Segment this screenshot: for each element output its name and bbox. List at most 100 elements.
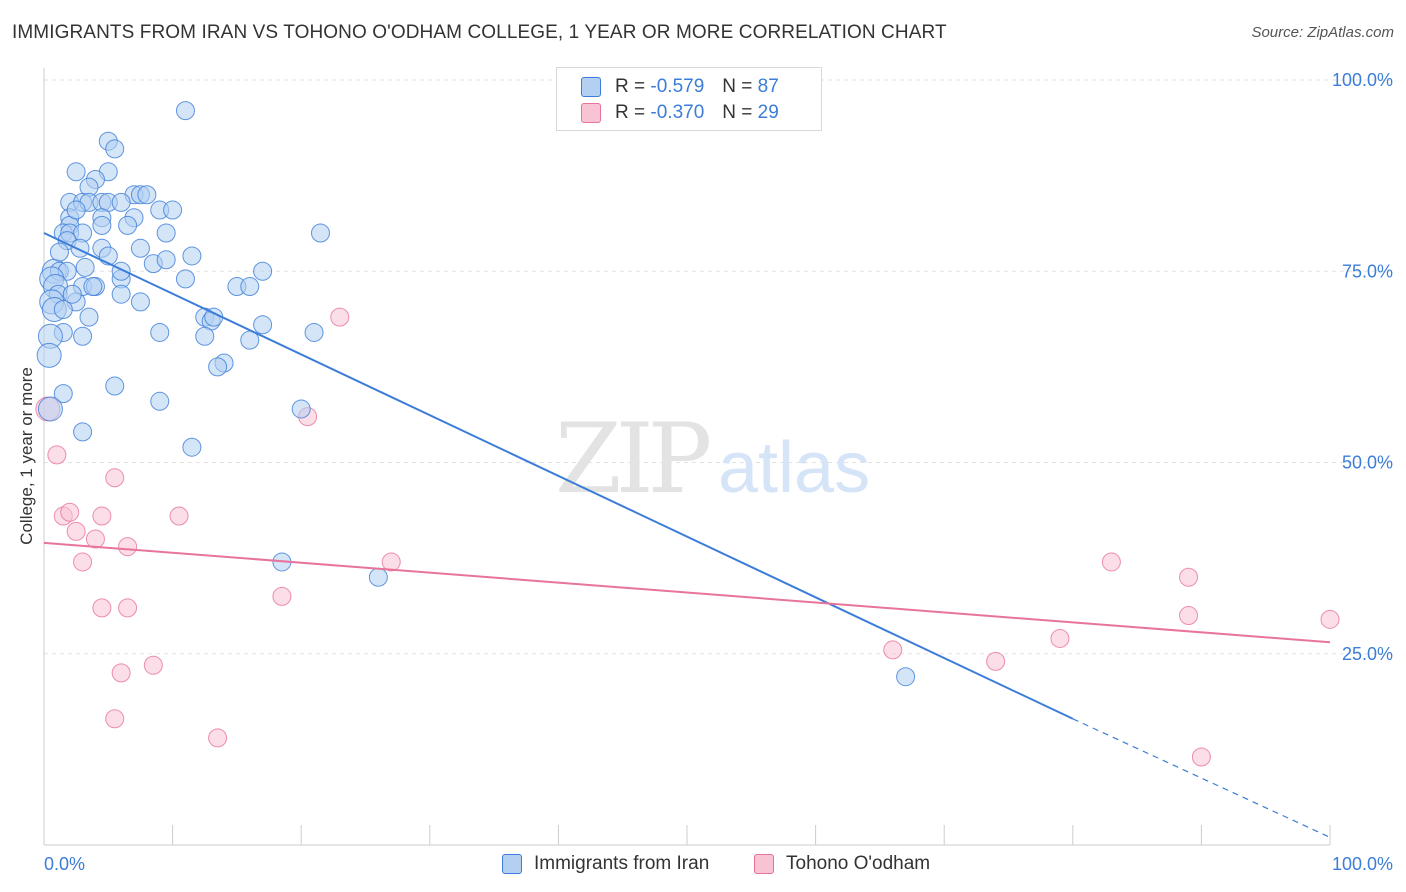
iran-point <box>163 200 183 220</box>
iran-point <box>73 326 93 346</box>
tohono-point <box>118 537 138 557</box>
tohono-point <box>47 445 67 465</box>
iran-trend-line <box>43 232 1074 720</box>
tohono-point <box>208 728 228 748</box>
tohono-point <box>92 506 112 526</box>
tohono-point <box>105 709 125 729</box>
iran-point <box>368 567 388 587</box>
iran-point <box>240 277 260 297</box>
source-credit: Source: ZipAtlas.com <box>1251 24 1394 41</box>
iran-point <box>62 284 82 304</box>
legend-r-label: R = <box>615 102 646 123</box>
legend-label-tohono: Tohono O'odham <box>786 853 931 874</box>
tohono-point <box>1179 567 1199 587</box>
iran-point <box>156 223 176 243</box>
iran-point <box>49 242 69 262</box>
tohono-point <box>143 655 163 675</box>
tohono-point <box>381 552 401 572</box>
iran-point <box>156 250 176 270</box>
iran-point <box>253 261 273 281</box>
tohono-point <box>1179 606 1199 625</box>
iran-point <box>150 322 170 342</box>
iran-point <box>208 357 228 377</box>
tohono-point <box>66 521 86 541</box>
tohono-point <box>169 506 189 526</box>
y-tick-label: 75.0% <box>1342 261 1393 281</box>
tohono-point <box>1191 747 1211 767</box>
iran-trend-extension <box>1072 718 1331 838</box>
tohono-point <box>105 468 125 488</box>
iran-point <box>53 384 73 404</box>
watermark-zip: ZIP <box>555 403 710 515</box>
y-tick-label: 50.0% <box>1342 453 1393 473</box>
iran-point <box>37 396 63 422</box>
iran-point <box>195 326 215 346</box>
iran-point <box>137 185 157 205</box>
iran-swatch <box>581 77 601 97</box>
tohono-point <box>1320 609 1340 629</box>
iran-point <box>111 284 131 304</box>
legend-row-iran: R = -0.579 N = 87 <box>581 75 779 99</box>
legend-r-value: -0.370 <box>650 102 705 123</box>
iran-point <box>111 261 131 281</box>
trend-lines <box>43 232 1331 838</box>
tick-labels: 25.0% 50.0% 75.0% 100.0% 0.0% 100.0% College, … <box>17 70 1393 874</box>
iran-point <box>896 667 916 687</box>
correlation-legend: R = -0.579 N = 87 R = -0.370 N = 29 <box>556 67 822 131</box>
iran-point <box>118 215 138 235</box>
tohono-point <box>1050 628 1070 648</box>
tohono-points <box>35 307 1340 767</box>
iran-point <box>253 315 273 335</box>
tohono-point <box>986 651 1006 671</box>
y-tick-label: 100.0% <box>1332 70 1393 90</box>
y-tick-label: 25.0% <box>1342 644 1393 664</box>
tohono-point <box>330 307 350 327</box>
tohono-point <box>272 586 292 606</box>
watermark-atlas: atlas <box>718 428 870 508</box>
iran-point <box>182 246 202 266</box>
iran-swatch <box>502 854 522 874</box>
legend-n-label: N = <box>722 102 753 123</box>
iran-point <box>53 300 73 319</box>
iran-points <box>36 101 916 687</box>
tohono-point <box>118 598 138 618</box>
iran-point <box>92 215 112 235</box>
iran-point <box>98 246 118 266</box>
iran-point <box>36 342 62 368</box>
x-tick-label: 0.0% <box>44 854 85 874</box>
tohono-point <box>60 502 80 522</box>
legend-r-value: -0.579 <box>650 76 705 97</box>
legend-r-label: R = <box>615 76 646 97</box>
tohono-swatch <box>581 103 601 123</box>
legend-label-iran: Immigrants from Iran <box>534 853 710 874</box>
bottom-legend-iran: Immigrants from Iran <box>502 852 709 876</box>
legend-row-tohono: R = -0.370 N = 29 <box>581 101 779 125</box>
tohono-swatch <box>754 854 774 874</box>
watermark: ZIP atlas <box>555 403 870 515</box>
iran-point <box>105 376 125 396</box>
tohono-point <box>85 529 105 549</box>
iran-point <box>66 162 86 182</box>
tohono-point <box>883 640 903 660</box>
iran-point <box>111 192 131 212</box>
axes <box>43 68 1331 846</box>
iran-point <box>73 422 93 442</box>
bottom-legend-tohono: Tohono O'odham <box>754 852 930 876</box>
grid <box>44 79 1392 655</box>
iran-point <box>105 139 125 159</box>
chart-title: IMMIGRANTS FROM IRAN VS TOHONO O'ODHAM C… <box>12 22 947 43</box>
tohono-trend-line <box>43 541 1331 644</box>
iran-point <box>150 391 170 411</box>
legend-n-value: 87 <box>757 76 779 97</box>
iran-point <box>75 257 95 277</box>
iran-point <box>291 399 311 419</box>
iran-point <box>310 223 330 243</box>
legend-n-value: 29 <box>757 102 779 123</box>
tohono-point <box>1101 552 1121 572</box>
iran-point <box>130 292 150 312</box>
iran-point <box>175 269 195 289</box>
legend-n-label: N = <box>722 76 753 97</box>
iran-point <box>182 437 202 457</box>
iran-point <box>79 307 99 327</box>
